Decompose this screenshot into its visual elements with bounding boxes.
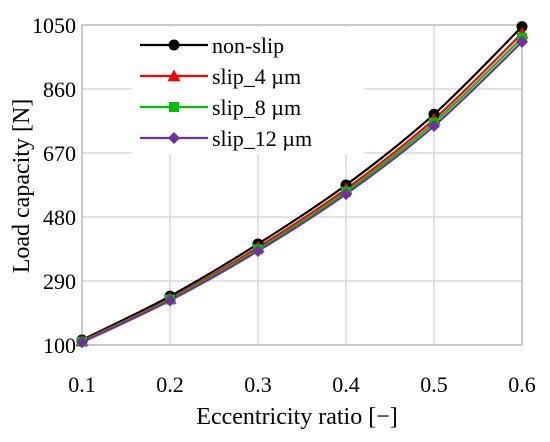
y-tick-label: 670 (43, 141, 76, 166)
y-tick-label: 480 (43, 205, 76, 230)
tick-labels: 0.1 0.2 0.3 0.4 0.5 0.6 100 290 480 670 860 1050 (32, 13, 536, 397)
data-point-series-4 (340, 188, 352, 201)
series-group (75, 21, 529, 349)
x-axis-title: Eccentricity ratio [−] (196, 404, 397, 430)
legend-marker (167, 69, 181, 82)
data-point-series-4 (164, 294, 176, 307)
y-axis-title: Load capacity [N] (9, 99, 35, 274)
plot-frame (81, 24, 523, 346)
x-tick-label: 0.5 (420, 372, 448, 397)
x-tick-label: 0.1 (68, 372, 96, 397)
legend: non-slip slip_4 µm slip_8 µm slip_12 µm (132, 27, 364, 154)
y-tick-label: 860 (43, 77, 76, 102)
legend-label: slip_8 µm (212, 95, 301, 120)
legend-label: slip_12 µm (212, 126, 312, 151)
legend-label: non-slip (212, 33, 284, 58)
y-tick-label: 290 (43, 269, 76, 294)
x-tick-label: 0.2 (156, 372, 184, 397)
legend-label: slip_4 µm (212, 64, 301, 89)
y-tick-label: 1050 (32, 13, 76, 38)
data-point-series-4 (516, 35, 528, 48)
legend-marker (168, 39, 180, 51)
data-point-series-1 (516, 21, 528, 33)
y-tick-label: 100 (43, 333, 76, 358)
data-point-series-4 (76, 336, 88, 349)
data-point-series-4 (428, 120, 440, 133)
plot-area-border (81, 24, 523, 346)
x-tick-label: 0.6 (508, 372, 536, 397)
legend-marker (168, 132, 180, 144)
legend-marker (169, 102, 179, 112)
x-tick-label: 0.3 (244, 372, 272, 397)
x-tick-label: 0.4 (332, 372, 360, 397)
data-point-series-4 (252, 245, 264, 258)
